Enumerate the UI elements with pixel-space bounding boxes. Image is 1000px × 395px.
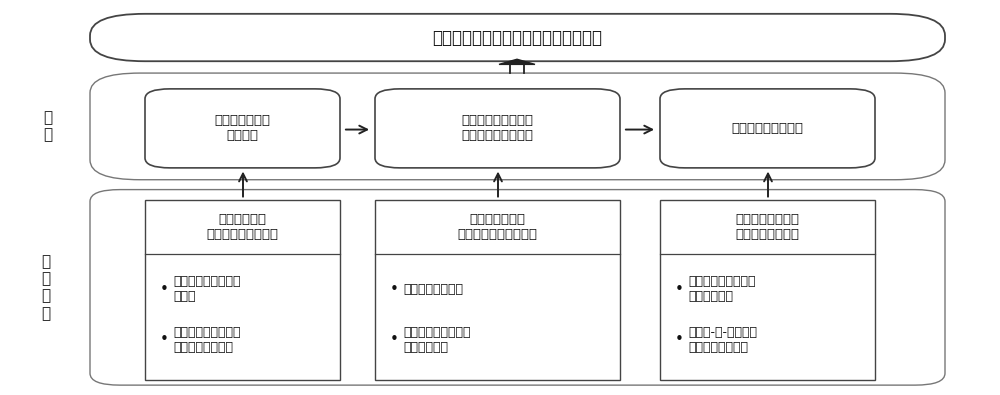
FancyBboxPatch shape (375, 89, 620, 168)
Text: •: • (160, 332, 169, 347)
Text: 轧辊的空间位置信息: 轧辊的空间位置信息 (732, 122, 804, 135)
Text: 基于点空间运动轨迹
追踪提取技术: 基于点空间运动轨迹 追踪提取技术 (403, 326, 471, 354)
FancyBboxPatch shape (660, 89, 875, 168)
Text: 轧辊端面监测点
三维空间运动轨迹获取: 轧辊端面监测点 三维空间运动轨迹获取 (458, 213, 538, 241)
Bar (375, 200, 620, 380)
Text: 基于点-线-面的轧辊
立体解析几何特征: 基于点-线-面的轧辊 立体解析几何特征 (688, 326, 757, 354)
Text: 监测点运动轨迹线三
维空间圆拟合: 监测点运动轨迹线三 维空间圆拟合 (688, 275, 756, 303)
Text: 双目立体视觉
三坐标测量模型建立: 双目立体视觉 三坐标测量模型建立 (207, 213, 278, 241)
Text: •: • (390, 332, 399, 347)
Text: •: • (675, 332, 684, 347)
Polygon shape (499, 59, 535, 64)
Text: 轧辊旋转时监测点在
不同位置的三维坐标: 轧辊旋转时监测点在 不同位置的三维坐标 (462, 115, 534, 142)
Bar (660, 200, 875, 380)
Text: 图像平面坐标与世界
空间坐标映射关系: 图像平面坐标与世界 空间坐标映射关系 (173, 326, 240, 354)
FancyBboxPatch shape (90, 73, 945, 180)
Text: 基于机器视觉的轧辊空间位置在线检测: 基于机器视觉的轧辊空间位置在线检测 (432, 28, 602, 47)
Text: 相
关
原
理: 相 关 原 理 (41, 254, 51, 321)
Text: 基于轧机牌坊的基准
坐标系: 基于轧机牌坊的基准 坐标系 (173, 275, 240, 303)
FancyBboxPatch shape (90, 190, 945, 385)
Text: •: • (675, 282, 684, 297)
Bar (145, 200, 340, 380)
Text: 轧辊端面监测点
三维坐标: 轧辊端面监测点 三维坐标 (214, 115, 270, 142)
Text: •: • (390, 282, 399, 297)
Text: 相关图像处理算法: 相关图像处理算法 (403, 283, 463, 296)
Text: 轧辊旋转中心轴线
运动轨迹动态重构: 轧辊旋转中心轴线 运动轨迹动态重构 (736, 213, 800, 241)
FancyBboxPatch shape (145, 89, 340, 168)
Text: •: • (160, 282, 169, 297)
Text: 目
标: 目 标 (43, 110, 53, 143)
FancyBboxPatch shape (90, 14, 945, 61)
